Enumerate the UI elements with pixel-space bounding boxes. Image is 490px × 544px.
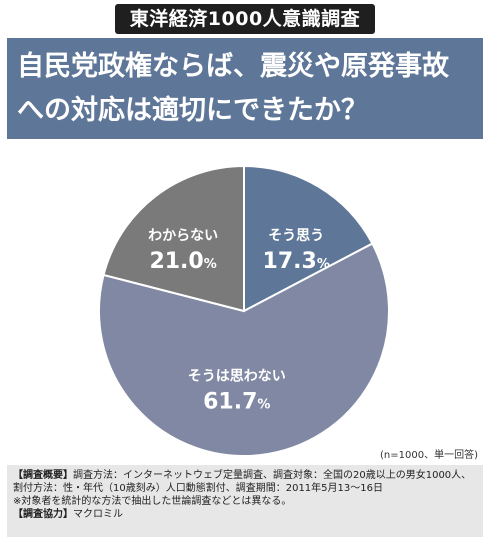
title-line-1: 自民党政権ならば、震災や原発事故 — [17, 51, 449, 82]
pie-slice-0 — [243, 164, 374, 313]
question-title: 自民党政権ならば、震災や原発事故 への対応は適切にできたか？ — [7, 38, 483, 139]
footer-overview-text: 調査方法：インターネットウェブ定量調査、調査対象：全国の20歳以上の男女1000… — [13, 470, 472, 494]
pie-slice-1 — [98, 242, 390, 457]
slice-label-1: そうは思わない — [188, 368, 286, 384]
pie-chart: そう思う 17.3% そうは思わない 61.7% わからない 21.0% — [0, 139, 490, 469]
pie-slice-2 — [102, 164, 245, 313]
footer-overview: 【調査概要】調査方法：インターネットウェブ定量調査、調査対象：全国の20歳以上の… — [13, 469, 477, 495]
survey-badge: 東洋経済1000人意識調査 — [115, 4, 375, 34]
footer-cooperation: 【調査協力】マクロミル — [13, 508, 477, 521]
slice-value-2: 21.0% — [149, 249, 216, 274]
footer-remark: ※対象者を統計的な方法で抽出した世論調査などとは異なる。 — [13, 496, 292, 507]
title-line-2: への対応は適切にできたか？ — [17, 95, 368, 126]
footer-overview-key: 【調査概要】 — [13, 470, 73, 481]
sample-note: (n=1000、単一回答) — [380, 450, 478, 461]
footer-coop-key: 【調査協力】 — [13, 509, 73, 520]
slice-value-0: 17.3% — [263, 249, 330, 274]
survey-footer: 【調査概要】調査方法：インターネットウェブ定量調査、調査対象：全国の20歳以上の… — [7, 465, 483, 537]
slice-label-2: わからない — [148, 228, 218, 244]
footer-coop-text: マクロミル — [73, 509, 123, 520]
slice-label-0: そう思う — [268, 228, 324, 244]
pie-chart-svg: そう思う 17.3% そうは思わない 61.7% わからない 21.0% — [98, 164, 390, 457]
slice-value-1: 61.7% — [203, 389, 270, 414]
